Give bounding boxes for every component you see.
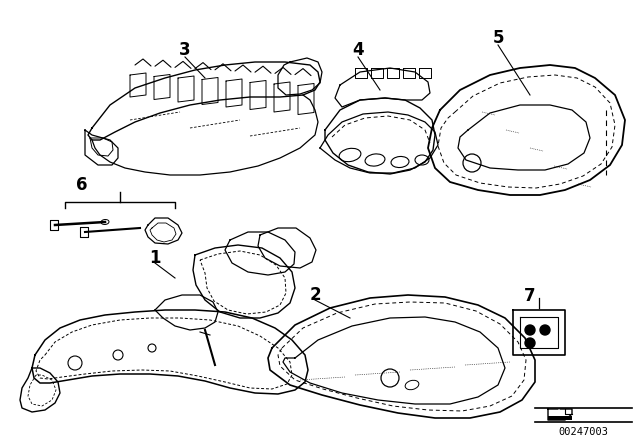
Circle shape — [540, 325, 550, 335]
Text: 6: 6 — [76, 176, 88, 194]
Text: 2: 2 — [309, 286, 321, 304]
Text: 1: 1 — [149, 249, 161, 267]
Text: 4: 4 — [352, 41, 364, 59]
Text: 7: 7 — [524, 287, 536, 305]
Circle shape — [525, 338, 535, 348]
Circle shape — [525, 325, 535, 335]
Text: 00247003: 00247003 — [558, 427, 608, 437]
Polygon shape — [548, 416, 572, 420]
Text: 5: 5 — [492, 29, 504, 47]
Text: 3: 3 — [179, 41, 191, 59]
